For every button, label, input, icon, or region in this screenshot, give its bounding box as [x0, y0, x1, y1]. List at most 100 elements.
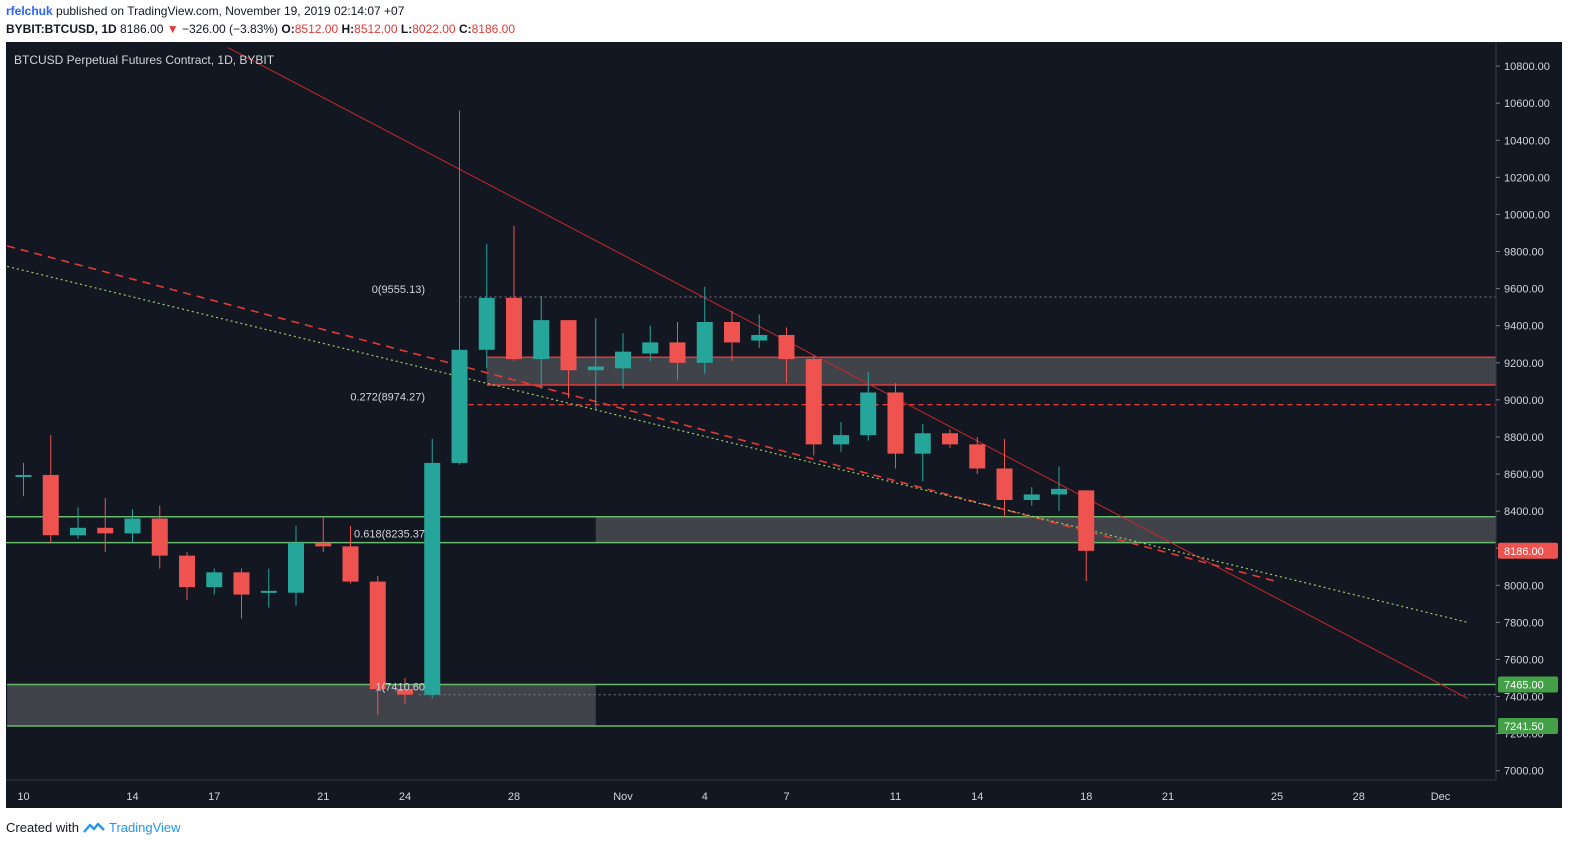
- fib-label-0: 0(9555.13): [372, 284, 425, 296]
- candle-body-24: [669, 342, 686, 363]
- candle-body-13: [369, 581, 386, 690]
- candle-body-10: [288, 542, 304, 593]
- candle-body-28: [778, 334, 795, 360]
- candle-body-39: [1078, 490, 1095, 551]
- high-label: H:: [341, 22, 355, 36]
- created-with-text: Created with: [6, 820, 79, 835]
- candle-body-21: [587, 366, 604, 371]
- close-value: 8186.00: [471, 22, 516, 36]
- x-tick-label-0: 10: [17, 791, 29, 803]
- x-tick-label-14: 28: [1353, 791, 1365, 803]
- y-tick-label-7: 8400.00: [1504, 506, 1544, 518]
- x-tick-label-8: 7: [783, 791, 789, 803]
- price-label-box-0: [1498, 542, 1558, 559]
- symbol-info: BYBIT:BTCUSD, 1D 8186.00 ▼ −326.00 (−3.8…: [6, 22, 515, 36]
- candle-body-38: [1051, 488, 1067, 495]
- y-tick-label-9: 8800.00: [1504, 432, 1544, 444]
- y-tick-label-18: 10600.00: [1504, 98, 1550, 110]
- candle-body-11: [315, 542, 332, 547]
- zone-fill-0: [486, 357, 1496, 386]
- low-value: 8022.00: [412, 22, 456, 36]
- chart-background: [6, 42, 1562, 808]
- last-price: 8186.00: [120, 22, 164, 36]
- candle-body-19: [533, 320, 550, 360]
- time-axis-background: [6, 780, 1562, 808]
- candle-body-0: [15, 474, 32, 477]
- candle-body-29: [805, 359, 822, 445]
- trendline-0: [227, 47, 1468, 699]
- x-tick-label-1: 14: [126, 791, 138, 803]
- footer: Created with TradingView: [6, 820, 181, 835]
- price-label-box-1: [1498, 676, 1558, 693]
- candle-body-5: [151, 518, 168, 556]
- candle-body-17: [478, 297, 495, 350]
- author-link[interactable]: rfelchuk: [6, 4, 53, 18]
- y-tick-label-19: 10800.00: [1504, 61, 1550, 73]
- trendline-1: [6, 245, 1278, 583]
- x-tick-label-5: 28: [508, 791, 520, 803]
- y-tick-label-15: 10000.00: [1504, 209, 1550, 221]
- close-label: C:: [458, 22, 472, 36]
- y-tick-label-5: 8000.00: [1504, 580, 1544, 592]
- y-tick-label-0: 7000.00: [1504, 766, 1544, 778]
- candle-body-34: [942, 433, 958, 445]
- candle-body-26: [724, 321, 740, 343]
- high-value: 8512.00: [354, 22, 398, 36]
- x-tick-label-13: 25: [1271, 791, 1283, 803]
- candle-body-4: [124, 518, 141, 534]
- tradingview-logo-icon: [83, 822, 105, 833]
- x-tick-label-3: 21: [317, 791, 329, 803]
- candle-body-3: [97, 527, 114, 534]
- tradingview-brand-link[interactable]: TradingView: [108, 820, 181, 835]
- published-text: published on TradingView.com, November 1…: [56, 4, 405, 18]
- open-value: 8512.00: [294, 22, 339, 36]
- x-tick-label-10: 14: [971, 791, 983, 803]
- x-tick-label-2: 17: [208, 791, 220, 803]
- y-tick-label-13: 9600.00: [1504, 284, 1544, 296]
- y-tick-label-8: 8600.00: [1504, 469, 1544, 481]
- low-label: L:: [400, 22, 413, 36]
- price-label-1: 7465.00: [1504, 680, 1544, 692]
- fib-label-3: 1(7410.60: [375, 682, 425, 694]
- candle-body-1: [42, 474, 59, 536]
- y-tick-label-17: 10400.00: [1504, 135, 1550, 147]
- price-label-box-2: [1498, 717, 1558, 734]
- x-tick-label-4: 24: [399, 791, 411, 803]
- candle-body-16: [451, 349, 468, 463]
- candle-body-33: [914, 433, 931, 454]
- candle-body-9: [260, 590, 277, 593]
- chart-title: BTCUSD Perpetual Futures Contract, 1D, B…: [14, 53, 275, 67]
- candle-body-15: [424, 462, 441, 695]
- y-tick-label-14: 9800.00: [1504, 247, 1544, 259]
- y-tick-label-11: 9200.00: [1504, 358, 1544, 370]
- price-label-0: 8186.00: [1504, 546, 1544, 558]
- candle-body-30: [833, 435, 849, 445]
- y-tick-label-2: 7400.00: [1504, 692, 1544, 704]
- candle-body-8: [233, 572, 250, 595]
- candle-body-20: [560, 320, 577, 371]
- candle-body-18: [506, 297, 522, 360]
- candle-body-22: [615, 351, 631, 369]
- price-chart[interactable]: 0(9555.13) 0.272(8974.27) 0.618(8235.37 1(7…: [6, 42, 1562, 808]
- candle-body-37: [1023, 494, 1040, 501]
- candle-body-25: [696, 321, 713, 363]
- x-tick-label-12: 21: [1162, 791, 1174, 803]
- candle-body-7: [206, 572, 223, 588]
- fib-label-1: 0.272(8974.27): [350, 392, 425, 404]
- chart-container[interactable]: 0(9555.13) 0.272(8974.27) 0.618(8235.37 1(7…: [6, 42, 1562, 808]
- y-tick-label-4: 7800.00: [1504, 617, 1544, 629]
- publish-info: rfelchuk published on TradingView.com, N…: [6, 4, 404, 18]
- y-tick-label-3: 7600.00: [1504, 654, 1544, 666]
- symbol-name: BYBIT:BTCUSD, 1D: [6, 22, 117, 36]
- x-tick-label-15: Dec: [1431, 791, 1451, 803]
- fib-label-2: 0.618(8235.37: [354, 529, 425, 541]
- x-tick-label-7: 4: [702, 791, 708, 803]
- price-label-2: 7241.50: [1504, 721, 1544, 733]
- zone-fill-2: [7, 684, 596, 726]
- candle-body-27: [751, 334, 768, 341]
- y-tick-label-16: 10200.00: [1504, 172, 1550, 184]
- x-tick-label-6: Nov: [613, 791, 633, 803]
- candle-body-14: [397, 689, 413, 695]
- trendline-2: [7, 265, 1468, 623]
- candle-body-23: [642, 342, 659, 354]
